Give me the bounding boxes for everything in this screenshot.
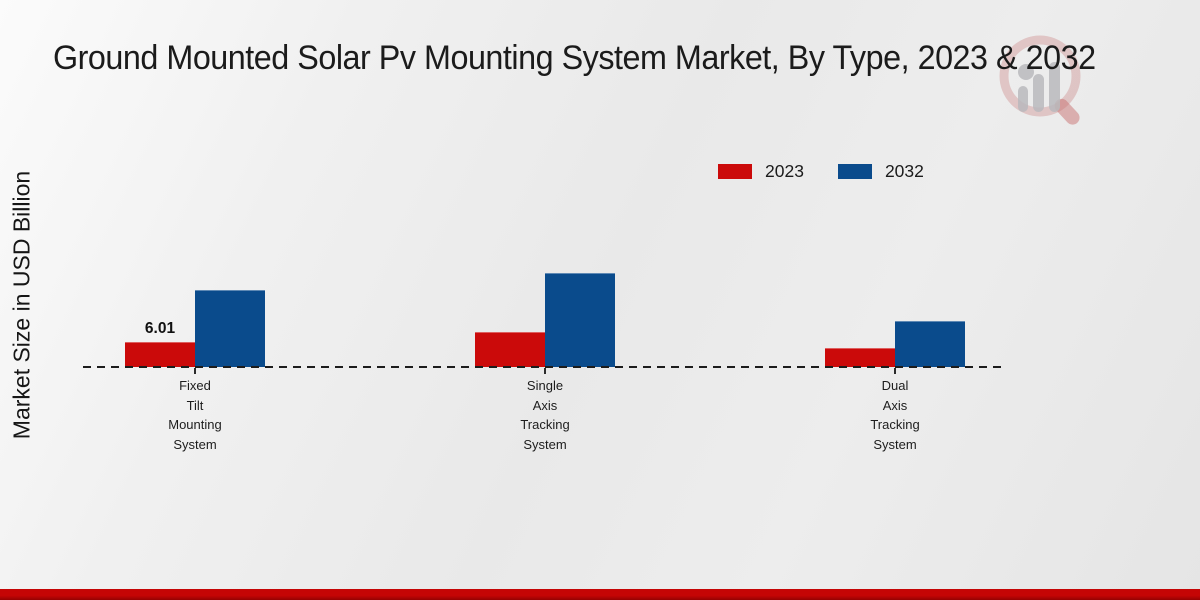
legend-label: 2032 xyxy=(884,161,924,181)
footer-red-strip xyxy=(0,589,1200,600)
legend-label: 2023 xyxy=(765,161,804,181)
chart-title: Ground Mounted Solar Pv Mounting System … xyxy=(53,39,1096,77)
bar-2023-group2 xyxy=(475,332,545,367)
x-axis-baseline xyxy=(83,366,1007,368)
x-tick-label: Dual Axis Tracking System xyxy=(815,376,975,454)
x-tick-label-line: Axis xyxy=(532,397,558,413)
x-axis-tick xyxy=(194,368,196,374)
x-tick-label-line: Tilt xyxy=(186,397,204,413)
legend-item-2032: 2032 xyxy=(837,161,924,182)
magnifier-bar-chart-logo-icon xyxy=(996,30,1092,147)
x-tick-label-line: System xyxy=(523,436,567,452)
x-axis-tick xyxy=(894,368,896,374)
x-tick-label-line: Fixed xyxy=(179,378,211,393)
bar-2032-group1 xyxy=(195,290,265,367)
x-tick-label-line: Tracking xyxy=(520,417,570,432)
x-tick-label-line: System xyxy=(873,436,917,452)
legend-item-2023: 2023 xyxy=(718,161,804,182)
x-tick-label-line: Axis xyxy=(882,397,908,413)
x-tick-label-line: Single xyxy=(526,378,564,393)
legend: 2023 2032 xyxy=(718,161,924,182)
x-tick-label: Single Axis Tracking System xyxy=(465,376,625,454)
x-tick-label-line: Dual xyxy=(881,378,909,393)
bar-2023-group3 xyxy=(825,348,895,367)
bar-2032-group2 xyxy=(545,273,615,367)
bar-value-label: 6.01 xyxy=(144,320,176,337)
bar-2032-group3 xyxy=(895,321,965,367)
x-axis-tick xyxy=(544,368,546,374)
x-tick-label-line: Mounting xyxy=(168,417,222,432)
bar-2023-group1 xyxy=(125,342,195,367)
x-tick-label: Fixed Tilt Mounting System xyxy=(115,376,275,454)
x-tick-label-line: System xyxy=(173,436,217,452)
legend-swatch-2023 xyxy=(718,164,752,179)
x-tick-label-line: Tracking xyxy=(870,417,920,432)
plot-area: 6.01 xyxy=(125,273,965,367)
legend-swatch-2032 xyxy=(837,164,872,179)
